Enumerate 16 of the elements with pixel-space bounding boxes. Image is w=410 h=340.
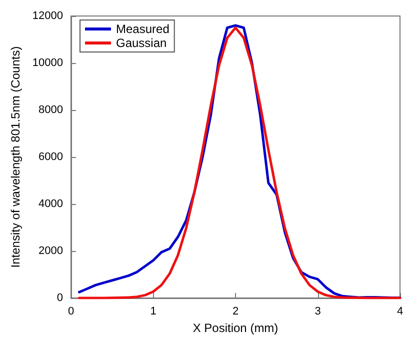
- legend-label: Gaussian: [116, 36, 167, 50]
- x-tick-label: 3: [314, 306, 321, 318]
- y-tick-label: 0: [56, 292, 63, 304]
- x-tick-label: 0: [68, 306, 74, 318]
- x-tick-label: 1: [150, 306, 156, 318]
- y-axis-title: Intensity of wavelength 801.5nm (Counts): [8, 46, 23, 268]
- x-axis-title: X Position (mm): [192, 320, 278, 335]
- x-tick-label: 2: [232, 306, 239, 318]
- y-tick-label: 10000: [32, 57, 63, 69]
- y-tick-label: 2000: [38, 245, 63, 257]
- y-tick-label: 6000: [38, 151, 63, 163]
- y-tick-label: 12000: [32, 10, 63, 22]
- x-tick-label: 4: [396, 306, 404, 318]
- y-tick-label: 8000: [38, 104, 63, 116]
- legend-label: Measured: [116, 22, 170, 36]
- y-tick-label: 4000: [38, 198, 63, 210]
